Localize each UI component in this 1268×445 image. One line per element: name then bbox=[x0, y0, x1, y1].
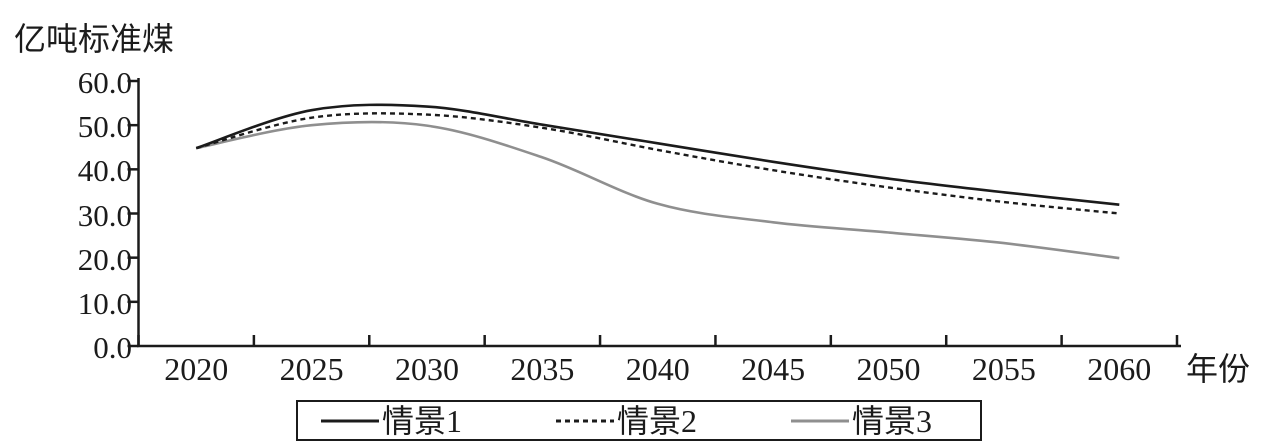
y-axis-title: 亿吨标准煤 bbox=[14, 21, 175, 57]
y-tick-label: 40.0 bbox=[77, 153, 132, 189]
series-line-情景1 bbox=[195, 103, 1120, 206]
legend-label-scenario3: 情景3 bbox=[851, 402, 932, 439]
y-tick-label: 30.0 bbox=[77, 197, 132, 233]
x-tick-label: 2020 bbox=[164, 351, 229, 387]
x-tick-label: 2060 bbox=[1087, 351, 1152, 387]
y-tick-label: 20.0 bbox=[77, 241, 132, 277]
x-tick-label: 2030 bbox=[394, 351, 459, 387]
x-tick-label: 2055 bbox=[971, 351, 1036, 387]
series-line-情景2 bbox=[195, 112, 1120, 215]
y-tick-label: 50.0 bbox=[77, 109, 132, 145]
solid-black-line-icon bbox=[321, 419, 379, 422]
dashed-black-line-icon bbox=[555, 419, 614, 422]
x-tick-label: 2045 bbox=[741, 351, 806, 387]
y-tick-label: 10.0 bbox=[77, 285, 132, 321]
legend-box: 情景1 情景2 情景3 bbox=[296, 400, 982, 441]
x-tick-label: 2025 bbox=[279, 351, 344, 387]
x-tick-label: 2035 bbox=[510, 351, 575, 387]
series-line-情景3 bbox=[195, 120, 1120, 260]
legend-entry-scenario3: 情景3 bbox=[790, 404, 932, 438]
x-tick-label: 2040 bbox=[625, 351, 690, 387]
legend-label-scenario1: 情景1 bbox=[382, 402, 463, 439]
legend-entry-scenario2: 情景2 bbox=[555, 404, 697, 438]
solid-gray-line-icon bbox=[790, 419, 849, 422]
y-tick-label: 0.0 bbox=[93, 330, 132, 365]
y-tick-label: 60.0 bbox=[77, 65, 132, 100]
x-axis-title: 年份 bbox=[1186, 351, 1251, 387]
axes bbox=[127, 78, 1181, 348]
x-tick-label: 2050 bbox=[856, 351, 921, 387]
legend-label-scenario2: 情景2 bbox=[616, 402, 697, 439]
legend-entry-scenario1: 情景1 bbox=[320, 404, 462, 438]
